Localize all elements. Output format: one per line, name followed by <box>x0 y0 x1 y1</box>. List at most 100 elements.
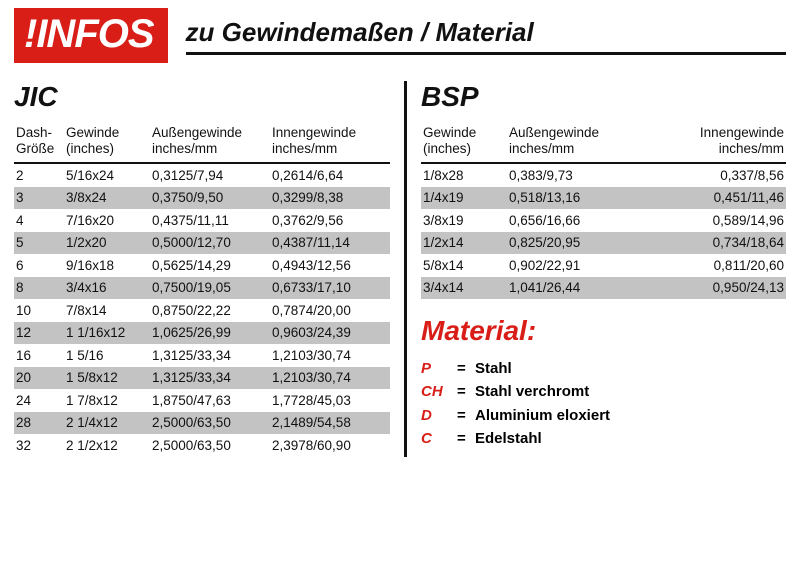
table-cell: 0,656/16,66 <box>507 209 637 232</box>
table-cell: 0,6733/17,10 <box>270 277 390 300</box>
table-row: 201 5/8x121,3125/33,341,2103/30,74 <box>14 367 390 390</box>
table-cell: 3/4x14 <box>421 277 507 300</box>
table-cell: 0,7500/19,05 <box>150 277 270 300</box>
table-cell: 2,1489/54,58 <box>270 412 390 435</box>
table-row: 69/16x180,5625/14,290,4943/12,56 <box>14 254 390 277</box>
equals-sign: = <box>457 357 475 380</box>
table-row: 47/16x200,4375/11,110,3762/9,56 <box>14 209 390 232</box>
table-cell: 2 <box>14 163 64 187</box>
table-cell: 0,383/9,73 <box>507 163 637 187</box>
material-list: P=StahlCH=Stahl verchromtD=Aluminium elo… <box>421 357 786 450</box>
table-cell: 0,451/11,46 <box>637 187 786 210</box>
table-cell: 0,4375/11,11 <box>150 209 270 232</box>
table-cell: 0,902/22,91 <box>507 254 637 277</box>
table-row: 161 5/161,3125/33,341,2103/30,74 <box>14 344 390 367</box>
equals-sign: = <box>457 404 475 427</box>
table-cell: 0,950/24,13 <box>637 277 786 300</box>
material-code: D <box>421 404 457 427</box>
table-cell: 0,3750/9,50 <box>150 187 270 210</box>
table-cell: 1,2103/30,74 <box>270 344 390 367</box>
bsp-column: BSP Gewinde(inches) Außengewindeinches/m… <box>404 81 786 457</box>
table-cell: 1 5/8x12 <box>64 367 150 390</box>
equals-sign: = <box>457 427 475 450</box>
table-cell: 1,0625/26,99 <box>150 322 270 345</box>
bsp-col-aussen: Außengewindeinches/mm <box>507 121 637 163</box>
table-cell: 0,825/20,95 <box>507 232 637 255</box>
table-cell: 1,2103/30,74 <box>270 367 390 390</box>
table-cell: 0,8750/22,22 <box>150 299 270 322</box>
table-cell: 0,589/14,96 <box>637 209 786 232</box>
table-cell: 4 <box>14 209 64 232</box>
jic-col-aussen: Außengewindeinches/mm <box>150 121 270 163</box>
table-cell: 0,3762/9,56 <box>270 209 390 232</box>
bsp-col-innen: Innengewindeinches/mm <box>637 121 786 163</box>
table-cell: 3/8x19 <box>421 209 507 232</box>
table-cell: 7/8x14 <box>64 299 150 322</box>
material-desc: Aluminium eloxiert <box>475 404 610 427</box>
table-row: 51/2x200,5000/12,700,4387/11,14 <box>14 232 390 255</box>
table-cell: 2 1/4x12 <box>64 412 150 435</box>
table-cell: 28 <box>14 412 64 435</box>
table-cell: 5/8x14 <box>421 254 507 277</box>
material-code: CH <box>421 380 457 403</box>
table-cell: 0,811/20,60 <box>637 254 786 277</box>
table-row: 322 1/2x122,5000/63,502,3978/60,90 <box>14 434 390 457</box>
bsp-title: BSP <box>421 81 786 113</box>
table-cell: 1,7728/45,03 <box>270 389 390 412</box>
table-row: 1/4x190,518/13,160,451/11,46 <box>421 187 786 210</box>
material-item: CH=Stahl verchromt <box>421 380 786 403</box>
jic-column: JIC Dash-Größe Gewinde(inches) Außengewi… <box>14 81 404 457</box>
table-cell: 20 <box>14 367 64 390</box>
table-row: 33/8x240,3750/9,500,3299/8,38 <box>14 187 390 210</box>
table-cell: 5/16x24 <box>64 163 150 187</box>
table-row: 3/4x141,041/26,440,950/24,13 <box>421 277 786 300</box>
table-cell: 6 <box>14 254 64 277</box>
material-item: P=Stahl <box>421 357 786 380</box>
page-root: !INFOS zu Gewindemaßen / Material JIC Da… <box>0 0 800 465</box>
material-desc: Stahl <box>475 357 512 380</box>
table-cell: 5 <box>14 232 64 255</box>
table-row: 83/4x160,7500/19,050,6733/17,10 <box>14 277 390 300</box>
table-cell: 0,4387/11,14 <box>270 232 390 255</box>
table-cell: 32 <box>14 434 64 457</box>
equals-sign: = <box>457 380 475 403</box>
table-cell: 1/8x28 <box>421 163 507 187</box>
jic-col-dash: Dash-Größe <box>14 121 64 163</box>
material-item: D=Aluminium eloxiert <box>421 404 786 427</box>
table-row: 282 1/4x122,5000/63,502,1489/54,58 <box>14 412 390 435</box>
bsp-table: Gewinde(inches) Außengewindeinches/mm In… <box>421 121 786 299</box>
table-cell: 0,734/18,64 <box>637 232 786 255</box>
jic-table: Dash-Größe Gewinde(inches) Außengewindei… <box>14 121 390 457</box>
table-cell: 1/2x20 <box>64 232 150 255</box>
table-cell: 7/16x20 <box>64 209 150 232</box>
table-cell: 3 <box>14 187 64 210</box>
jic-title: JIC <box>14 81 390 113</box>
table-cell: 2 1/2x12 <box>64 434 150 457</box>
table-cell: 0,9603/24,39 <box>270 322 390 345</box>
table-cell: 2,5000/63,50 <box>150 434 270 457</box>
table-cell: 9/16x18 <box>64 254 150 277</box>
table-cell: 1 1/16x12 <box>64 322 150 345</box>
table-cell: 1 7/8x12 <box>64 389 150 412</box>
material-item: C=Edelstahl <box>421 427 786 450</box>
material-title: Material: <box>421 315 786 347</box>
table-cell: 1,8750/47,63 <box>150 389 270 412</box>
table-cell: 16 <box>14 344 64 367</box>
material-code: P <box>421 357 457 380</box>
table-cell: 2,5000/63,50 <box>150 412 270 435</box>
table-cell: 8 <box>14 277 64 300</box>
material-code: C <box>421 427 457 450</box>
jic-col-innen: Innengewindeinches/mm <box>270 121 390 163</box>
table-cell: 12 <box>14 322 64 345</box>
table-cell: 3/8x24 <box>64 187 150 210</box>
infos-badge: !INFOS <box>14 8 168 63</box>
table-cell: 1/4x19 <box>421 187 507 210</box>
table-cell: 0,518/13,16 <box>507 187 637 210</box>
table-cell: 0,3299/8,38 <box>270 187 390 210</box>
table-cell: 0,3125/7,94 <box>150 163 270 187</box>
table-cell: 0,7874/20,00 <box>270 299 390 322</box>
table-cell: 1,041/26,44 <box>507 277 637 300</box>
material-desc: Stahl verchromt <box>475 380 589 403</box>
columns: JIC Dash-Größe Gewinde(inches) Außengewi… <box>14 81 786 457</box>
table-cell: 1,3125/33,34 <box>150 367 270 390</box>
